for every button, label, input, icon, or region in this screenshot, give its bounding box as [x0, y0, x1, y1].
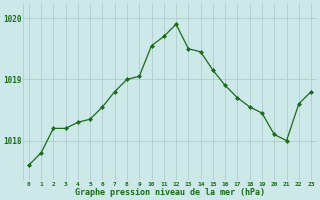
X-axis label: Graphe pression niveau de la mer (hPa): Graphe pression niveau de la mer (hPa)	[75, 188, 265, 197]
